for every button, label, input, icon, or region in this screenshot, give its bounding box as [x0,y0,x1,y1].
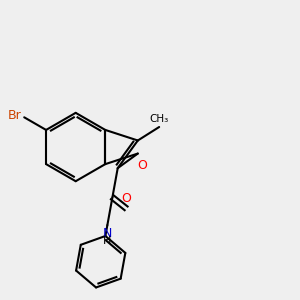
Text: Br: Br [8,109,22,122]
Text: CH₃: CH₃ [149,114,169,124]
Text: O: O [121,192,131,205]
Text: H: H [103,236,112,247]
Text: O: O [137,159,147,172]
Text: N: N [103,227,112,240]
